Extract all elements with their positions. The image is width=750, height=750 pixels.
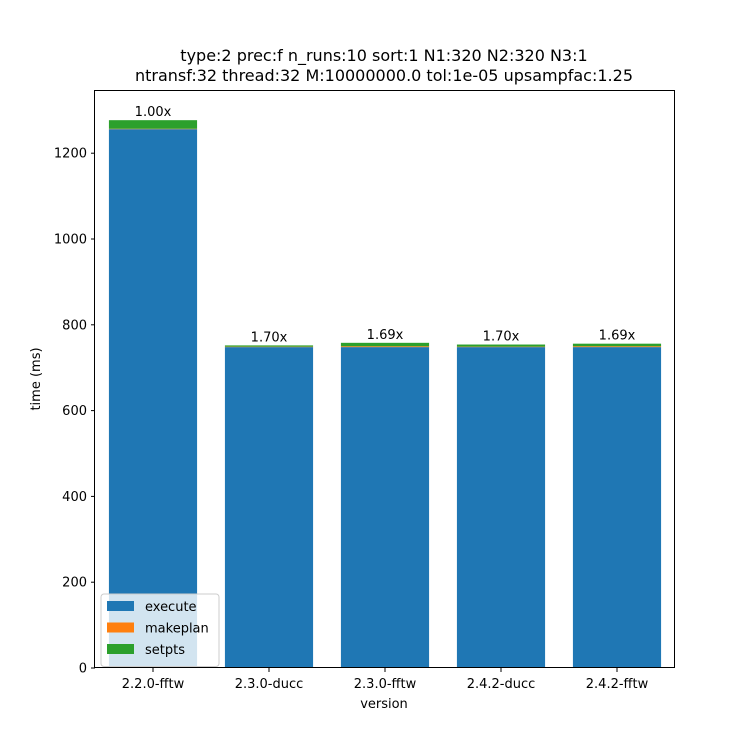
bar-setpts-2.2.0-fftw — [108, 120, 198, 129]
x-axis: 2.2.0-fftw 2.3.0-ducc 2.3.0-fftw 2.4.2-ducc… — [122, 668, 649, 692]
legend-swatch-execute — [107, 601, 134, 611]
y-axis-label: time (ms) — [29, 347, 44, 410]
bar-setpts-2.4.2-fftw — [572, 343, 662, 347]
plot-frame — [94, 90, 675, 668]
data-label-2.3.0-fftw: 1.69x — [367, 328, 404, 343]
bar-execute-2.4.2-ducc — [456, 347, 546, 668]
x-tick-label: 2.3.0-fftw — [354, 677, 417, 692]
chart-subtitle: ntransf:32 thread:32 M:10000000.0 tol:1e… — [135, 66, 633, 85]
bar-execute-2.2.0-fftw — [108, 129, 198, 668]
y-tick-label: 200 — [62, 576, 87, 591]
y-tick-label: 600 — [62, 404, 87, 419]
legend-swatch-setpts — [107, 644, 134, 654]
legend-label-setpts: setpts — [145, 643, 185, 658]
y-tick-label: 800 — [62, 318, 87, 333]
chart-title: type:2 prec:f n_runs:10 sort:1 N1:320 N2… — [180, 46, 587, 66]
data-labels-layer: 1.00x 1.70x 1.69x 1.70x 1.69x — [135, 105, 636, 345]
x-axis-label: version — [360, 697, 408, 712]
x-tick-label: 2.2.0-fftw — [122, 677, 185, 692]
bar-execute-2.4.2-fftw — [572, 347, 662, 668]
legend-swatch-makeplan — [107, 622, 134, 633]
bar-makeplan-2.4.2-fftw — [572, 346, 662, 348]
y-tick-label: 1200 — [54, 147, 87, 162]
bar-execute-2.3.0-ducc — [224, 347, 314, 668]
legend-label-execute: execute — [145, 600, 197, 615]
data-label-2.3.0-ducc: 1.70x — [251, 330, 288, 345]
data-label-2.2.0-fftw: 1.00x — [135, 105, 172, 120]
data-label-2.4.2-fftw: 1.69x — [599, 329, 636, 344]
x-tick-label: 2.4.2-ducc — [467, 677, 536, 692]
bar-makeplan-2.3.0-fftw — [340, 346, 430, 348]
bars-layer — [108, 120, 662, 668]
x-tick-label: 2.4.2-fftw — [586, 677, 649, 692]
x-tick-label: 2.3.0-ducc — [235, 677, 304, 692]
y-tick-label: 1000 — [54, 233, 87, 248]
data-label-2.4.2-ducc: 1.70x — [483, 330, 520, 345]
legend-label-makeplan: makeplan — [145, 622, 209, 637]
y-tick-label: 400 — [62, 490, 87, 505]
bar-setpts-2.4.2-ducc — [456, 344, 546, 347]
bar-execute-2.3.0-fftw — [340, 347, 430, 668]
bar-setpts-2.3.0-fftw — [340, 342, 430, 347]
legend: execute makeplan setpts — [100, 593, 220, 667]
y-tick-label: 0 — [79, 662, 87, 677]
y-axis: 0 200 400 600 800 1000 1200 — [54, 147, 95, 677]
bar-setpts-2.3.0-ducc — [224, 345, 314, 347]
